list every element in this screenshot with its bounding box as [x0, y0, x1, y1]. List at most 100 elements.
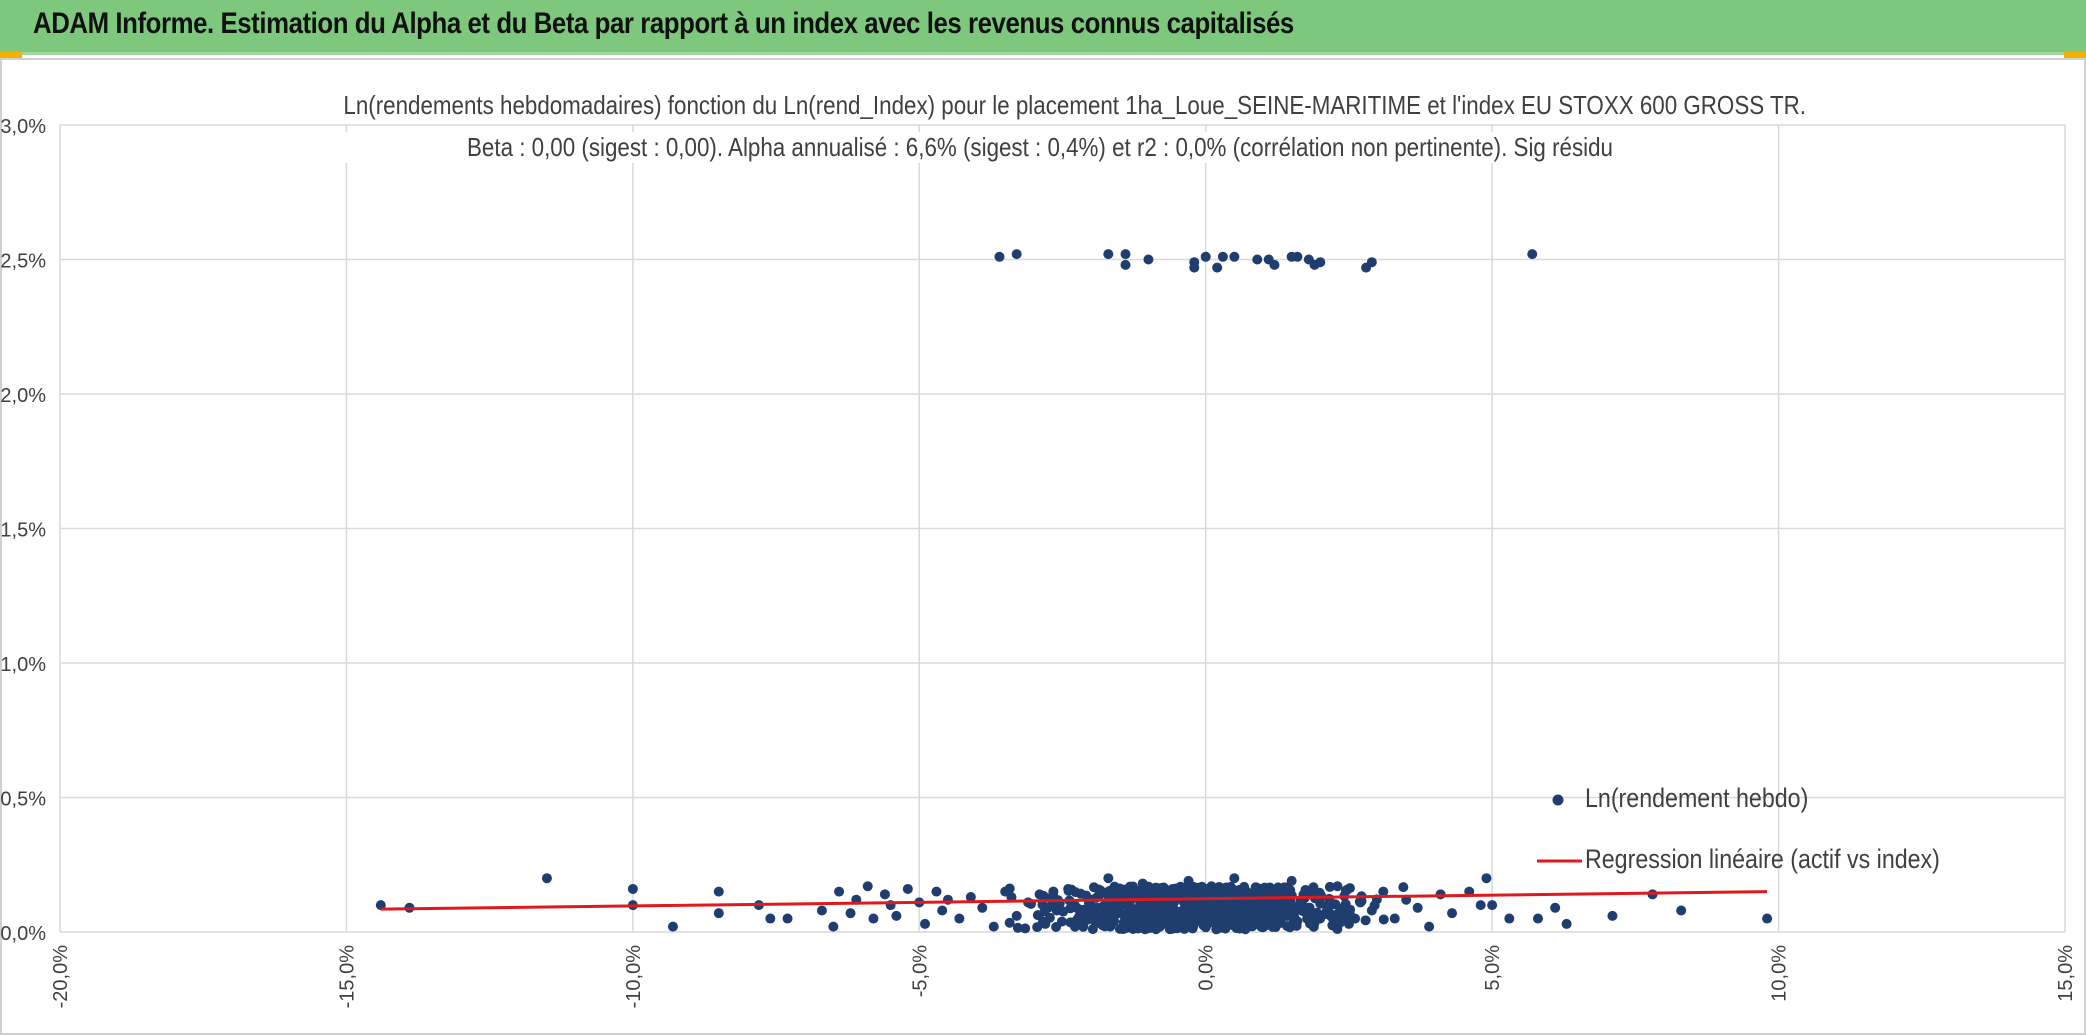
data-point-112 — [1527, 249, 1538, 260]
cluster-point-492 — [1006, 892, 1017, 903]
data-point-6 — [713, 886, 724, 897]
data-point-82 — [1504, 913, 1515, 924]
y-tick-label-1: 0,5% — [0, 789, 46, 811]
data-point-20 — [891, 910, 902, 921]
cluster-point-490 — [1284, 922, 1295, 933]
data-point-0 — [375, 900, 386, 911]
x-tick-label-7: 15,0% — [2055, 945, 2077, 1002]
cluster-point-574 — [1289, 912, 1300, 923]
data-point-99 — [1212, 262, 1223, 273]
cluster-point-690 — [1207, 903, 1218, 914]
y-tick-label-6: 3,0% — [0, 116, 46, 138]
cluster-point-656 — [1250, 882, 1261, 893]
cluster-point-537 — [1004, 883, 1015, 894]
data-point-93 — [1120, 249, 1131, 260]
cluster-point-684 — [1105, 905, 1116, 916]
cluster-point-28 — [1020, 923, 1031, 934]
regression-line-group — [380, 890, 1768, 911]
x-tick-label-3: -5,0% — [909, 945, 931, 997]
cluster-point-662 — [1181, 907, 1192, 918]
cluster-point-628 — [1217, 914, 1228, 925]
cluster-point-589 — [1079, 909, 1090, 920]
report-title: ADAM Informe. Estimation du Alpha et du … — [33, 7, 1294, 40]
y-tick-label-4: 2,0% — [0, 385, 46, 407]
data-point-102 — [1252, 254, 1263, 265]
cluster-point-669 — [1204, 889, 1215, 900]
data-point-81 — [1487, 900, 1498, 911]
data-point-106 — [1292, 251, 1303, 262]
data-point-30 — [988, 921, 999, 932]
data-point-80 — [1481, 873, 1492, 884]
scatter-points — [375, 249, 1773, 935]
cluster-point-677 — [1192, 886, 1203, 897]
data-point-85 — [1561, 918, 1572, 929]
data-point-88 — [1676, 905, 1687, 916]
cluster-point-674 — [1144, 905, 1155, 916]
data-point-10 — [782, 913, 793, 924]
data-point-32 — [1011, 910, 1022, 921]
cluster-point-532 — [1345, 909, 1356, 920]
cluster-point-696 — [1144, 921, 1155, 932]
chart-title-line-2: Beta : 0,00 (sigest : 0,00). Alpha annua… — [343, 132, 1737, 163]
cluster-point-638 — [1208, 916, 1219, 927]
data-point-94 — [1120, 259, 1131, 270]
data-point-11 — [816, 905, 827, 916]
cluster-point-604 — [1051, 922, 1062, 933]
data-point-23 — [920, 918, 931, 929]
cluster-point-594 — [1158, 917, 1169, 928]
data-point-56 — [1229, 873, 1240, 884]
data-point-13 — [834, 886, 845, 897]
data-point-2 — [541, 873, 552, 884]
x-tick-label-0: -20,0% — [50, 945, 72, 1009]
cluster-point-691 — [1308, 910, 1319, 921]
x-tick-label-5: 5,0% — [1482, 945, 1504, 991]
cluster-point-648 — [1334, 910, 1345, 921]
cluster-point-611 — [1219, 903, 1230, 914]
data-point-92 — [1103, 249, 1114, 260]
cluster-point-680 — [1174, 892, 1185, 903]
data-point-14 — [845, 908, 856, 919]
data-point-12 — [828, 921, 839, 932]
data-point-25 — [937, 905, 948, 916]
cluster-point-651 — [1195, 910, 1206, 921]
cluster-point-612 — [1117, 886, 1128, 897]
data-point-18 — [879, 889, 890, 900]
corner-mark-right — [2064, 52, 2086, 60]
cluster-point-521 — [1156, 903, 1167, 914]
cluster-point-304 — [1051, 902, 1062, 913]
cluster-point-345 — [1038, 890, 1049, 901]
data-point-41 — [1103, 873, 1114, 884]
cluster-point-625 — [1329, 920, 1340, 931]
data-point-74 — [1412, 902, 1423, 913]
data-point-89 — [1762, 913, 1773, 924]
cluster-point-659 — [1398, 882, 1409, 893]
cluster-point-127 — [1360, 915, 1371, 926]
cluster-point-555 — [1063, 885, 1074, 896]
data-point-67 — [1332, 881, 1343, 892]
data-point-21 — [902, 883, 913, 894]
data-point-79 — [1475, 900, 1486, 911]
cluster-point-595 — [1087, 924, 1098, 935]
y-tick-label-0: 0,0% — [0, 923, 46, 945]
cluster-point-631 — [1089, 915, 1100, 926]
data-point-84 — [1550, 902, 1561, 913]
cluster-point-578 — [1133, 886, 1144, 897]
cluster-point-620 — [1165, 922, 1176, 933]
data-point-98 — [1200, 251, 1211, 262]
cluster-point-629 — [1261, 912, 1272, 923]
cluster-point-694 — [1130, 915, 1141, 926]
legend-marker-scatter — [1552, 794, 1564, 806]
cluster-point-665 — [1048, 886, 1059, 897]
y-tick-label-3: 1,5% — [0, 520, 46, 542]
data-point-27 — [954, 913, 965, 924]
data-point-101 — [1229, 251, 1240, 262]
y-tick-label-5: 2,5% — [0, 251, 46, 273]
cluster-point-462 — [1322, 901, 1333, 912]
data-point-5 — [667, 921, 678, 932]
cluster-point-695 — [1135, 904, 1146, 915]
cluster-point-624 — [1256, 921, 1267, 932]
cluster-point-687 — [1214, 881, 1225, 892]
cluster-point-569 — [1087, 905, 1098, 916]
data-point-111 — [1366, 257, 1377, 268]
